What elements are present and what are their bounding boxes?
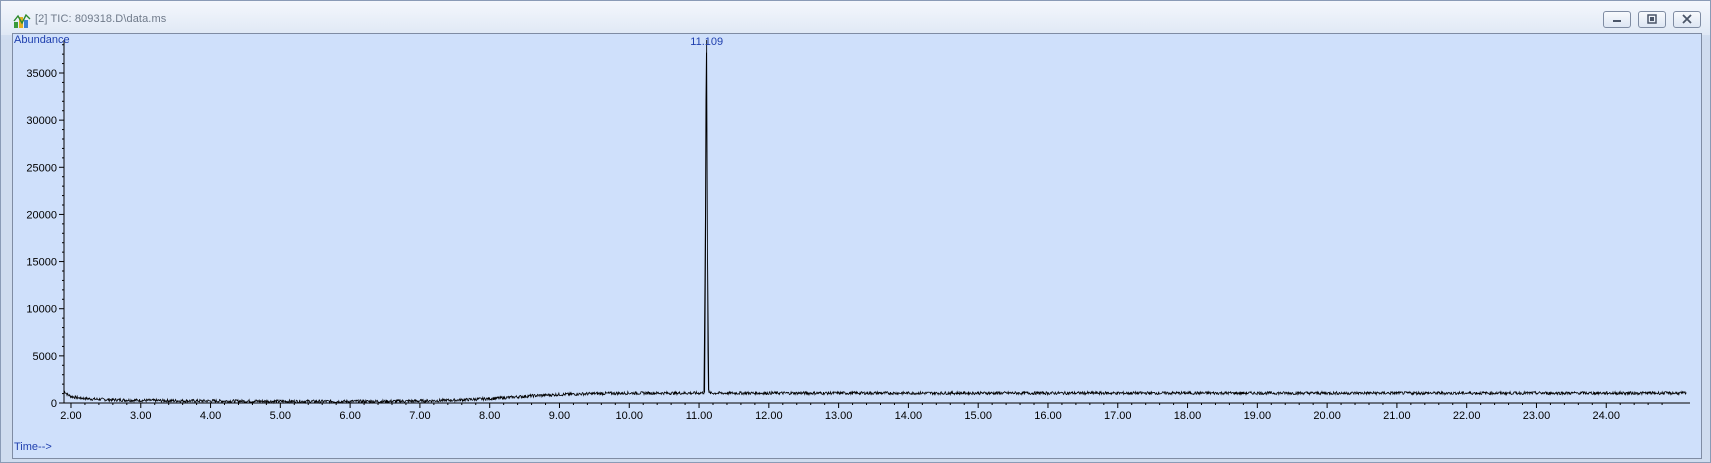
tic-trace	[63, 39, 1687, 405]
y-axis-label: Abundance	[14, 34, 70, 46]
chromatogram-app-icon	[13, 13, 31, 28]
restore-icon	[1647, 14, 1657, 24]
minimize-icon	[1613, 20, 1621, 22]
x-tick-label: 2.00	[60, 410, 81, 422]
y-tick-label: 20000	[26, 209, 57, 221]
x-tick-label: 7.00	[409, 410, 430, 422]
close-button[interactable]	[1673, 11, 1701, 28]
x-tick-label: 18.00	[1174, 410, 1202, 422]
y-tick-label: 10000	[26, 304, 57, 316]
window-title: [2] TIC: 809318.D\data.ms	[35, 13, 167, 25]
x-tick-label: 21.00	[1383, 410, 1411, 422]
x-tick-label: 12.00	[755, 410, 783, 422]
x-tick-label: 20.00	[1313, 410, 1341, 422]
y-tick-label: 0	[51, 398, 57, 410]
x-tick-label: 14.00	[895, 410, 923, 422]
peak-label: 11.109	[690, 36, 723, 48]
restore-button[interactable]	[1638, 11, 1666, 28]
y-tick-label: 35000	[26, 68, 57, 80]
y-tick-label: 25000	[26, 162, 57, 174]
chromatogram-chart: 0 5000 10000 15000 20000 25000 30000 35000 2.00 3…	[14, 34, 1690, 453]
x-axis-label: Time-->	[14, 441, 52, 453]
y-tick-label: 15000	[26, 257, 57, 269]
x-tick-label: 6.00	[339, 410, 360, 422]
y-tick-label: 5000	[33, 351, 57, 363]
x-tick-label: 19.00	[1244, 410, 1272, 422]
chromatogram-plot[interactable]: 0 5000 10000 15000 20000 25000 30000 35000 2.00 3…	[12, 33, 1702, 459]
x-tick-label: 24.00	[1592, 410, 1620, 422]
x-tick-label: 17.00	[1104, 410, 1132, 422]
minimize-button[interactable]	[1603, 11, 1631, 28]
x-tick-label: 16.00	[1034, 410, 1062, 422]
x-tick-label: 8.00	[479, 410, 500, 422]
title-bar[interactable]: [2] TIC: 809318.D\data.ms	[1, 1, 1710, 35]
x-tick-label: 4.00	[200, 410, 221, 422]
close-icon	[1682, 14, 1692, 24]
x-tick-label: 10.00	[615, 410, 643, 422]
x-tick-label: 3.00	[130, 410, 151, 422]
x-tick-label: 23.00	[1523, 410, 1551, 422]
x-tick-label: 15.00	[964, 410, 992, 422]
x-tick-label: 5.00	[270, 410, 291, 422]
x-tick-label: 22.00	[1453, 410, 1481, 422]
x-tick-label: 11.00	[686, 410, 713, 422]
y-tick-label: 30000	[26, 115, 57, 127]
x-tick-label: 13.00	[825, 410, 853, 422]
x-tick-label: 9.00	[549, 410, 570, 422]
